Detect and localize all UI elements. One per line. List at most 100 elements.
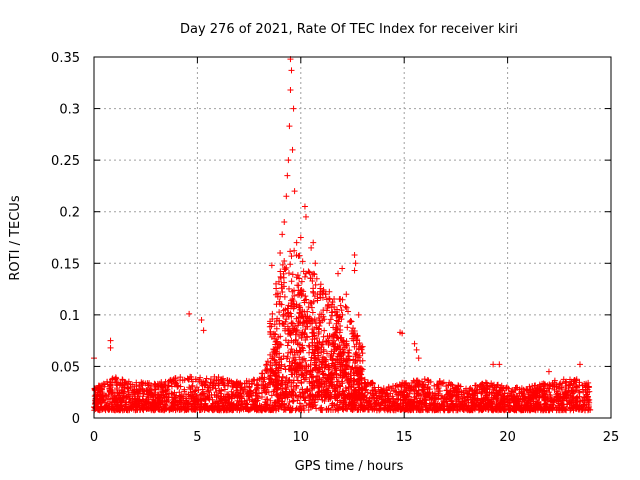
data-point bbox=[333, 334, 340, 341]
data-point bbox=[246, 383, 253, 390]
data-point bbox=[344, 324, 351, 331]
data-point bbox=[119, 407, 126, 414]
data-point bbox=[481, 402, 488, 409]
data-point bbox=[294, 328, 301, 335]
data-point bbox=[273, 361, 280, 368]
data-point bbox=[200, 327, 207, 334]
data-point bbox=[297, 234, 304, 241]
data-point bbox=[351, 399, 358, 406]
data-point bbox=[301, 273, 308, 280]
data-point bbox=[435, 391, 442, 398]
y-tick-label: 0.2 bbox=[59, 206, 80, 221]
data-point bbox=[302, 270, 309, 277]
data-point bbox=[263, 388, 270, 395]
data-point bbox=[513, 384, 520, 391]
data-point bbox=[358, 405, 365, 412]
data-point bbox=[313, 275, 320, 282]
data-point bbox=[343, 304, 350, 311]
data-point bbox=[221, 405, 228, 412]
data-point bbox=[107, 344, 114, 351]
data-point bbox=[529, 383, 536, 390]
data-point bbox=[224, 377, 231, 384]
data-point bbox=[309, 278, 316, 285]
data-point bbox=[296, 275, 303, 282]
data-point bbox=[550, 404, 557, 411]
data-point bbox=[303, 296, 310, 303]
data-point bbox=[347, 317, 354, 324]
data-point bbox=[264, 358, 271, 365]
data-point bbox=[445, 405, 452, 412]
data-point bbox=[341, 344, 348, 351]
data-point bbox=[275, 334, 282, 341]
data-point bbox=[127, 381, 134, 388]
data-point bbox=[221, 400, 228, 407]
data-point bbox=[288, 278, 295, 285]
data-point bbox=[576, 361, 583, 368]
data-point bbox=[536, 394, 543, 401]
data-point bbox=[289, 405, 296, 412]
data-point bbox=[352, 353, 359, 360]
data-point bbox=[308, 374, 315, 381]
data-point bbox=[568, 400, 575, 407]
data-point bbox=[288, 253, 295, 260]
data-point bbox=[299, 345, 306, 352]
data-point bbox=[476, 399, 483, 406]
data-point bbox=[403, 387, 410, 394]
data-point bbox=[559, 396, 566, 403]
data-point bbox=[336, 392, 343, 399]
data-point bbox=[385, 383, 392, 390]
data-point bbox=[288, 297, 295, 304]
data-point bbox=[181, 376, 188, 383]
data-point bbox=[99, 389, 106, 396]
data-point bbox=[263, 361, 270, 368]
data-point bbox=[241, 403, 248, 410]
data-point bbox=[371, 386, 378, 393]
data-point bbox=[334, 345, 341, 352]
y-tick-label: 0.35 bbox=[51, 51, 80, 66]
data-point bbox=[278, 281, 285, 288]
data-point bbox=[319, 354, 326, 361]
data-point bbox=[278, 355, 285, 362]
data-point bbox=[286, 285, 293, 292]
data-point bbox=[329, 402, 336, 409]
data-point bbox=[286, 407, 293, 414]
data-point bbox=[355, 311, 362, 318]
data-point bbox=[473, 382, 480, 389]
data-point bbox=[113, 399, 120, 406]
data-point bbox=[188, 383, 195, 390]
data-point bbox=[243, 400, 250, 407]
data-point bbox=[322, 291, 329, 298]
data-point bbox=[574, 384, 581, 391]
data-point bbox=[555, 407, 562, 414]
data-point bbox=[183, 400, 190, 407]
data-point bbox=[358, 390, 365, 397]
data-point bbox=[384, 404, 391, 411]
data-point bbox=[165, 383, 172, 390]
data-point bbox=[298, 344, 305, 351]
data-point bbox=[507, 406, 514, 413]
data-point bbox=[342, 401, 349, 408]
data-point bbox=[116, 396, 123, 403]
data-point bbox=[309, 271, 316, 278]
data-point bbox=[532, 405, 539, 412]
data-point bbox=[323, 383, 330, 390]
data-point bbox=[410, 386, 417, 393]
data-point bbox=[93, 398, 100, 405]
data-point bbox=[304, 334, 311, 341]
data-point bbox=[501, 406, 508, 413]
data-point bbox=[454, 401, 461, 408]
data-point bbox=[104, 378, 111, 385]
data-point bbox=[188, 376, 195, 383]
data-point bbox=[358, 368, 365, 375]
data-point bbox=[309, 339, 316, 346]
data-point bbox=[333, 329, 340, 336]
data-point bbox=[176, 399, 183, 406]
data-point bbox=[501, 395, 508, 402]
data-point bbox=[140, 402, 147, 409]
data-point bbox=[412, 382, 419, 389]
data-point bbox=[91, 385, 98, 392]
data-point bbox=[290, 398, 297, 405]
data-point bbox=[250, 401, 257, 408]
data-point bbox=[312, 260, 319, 267]
data-point bbox=[572, 387, 579, 394]
